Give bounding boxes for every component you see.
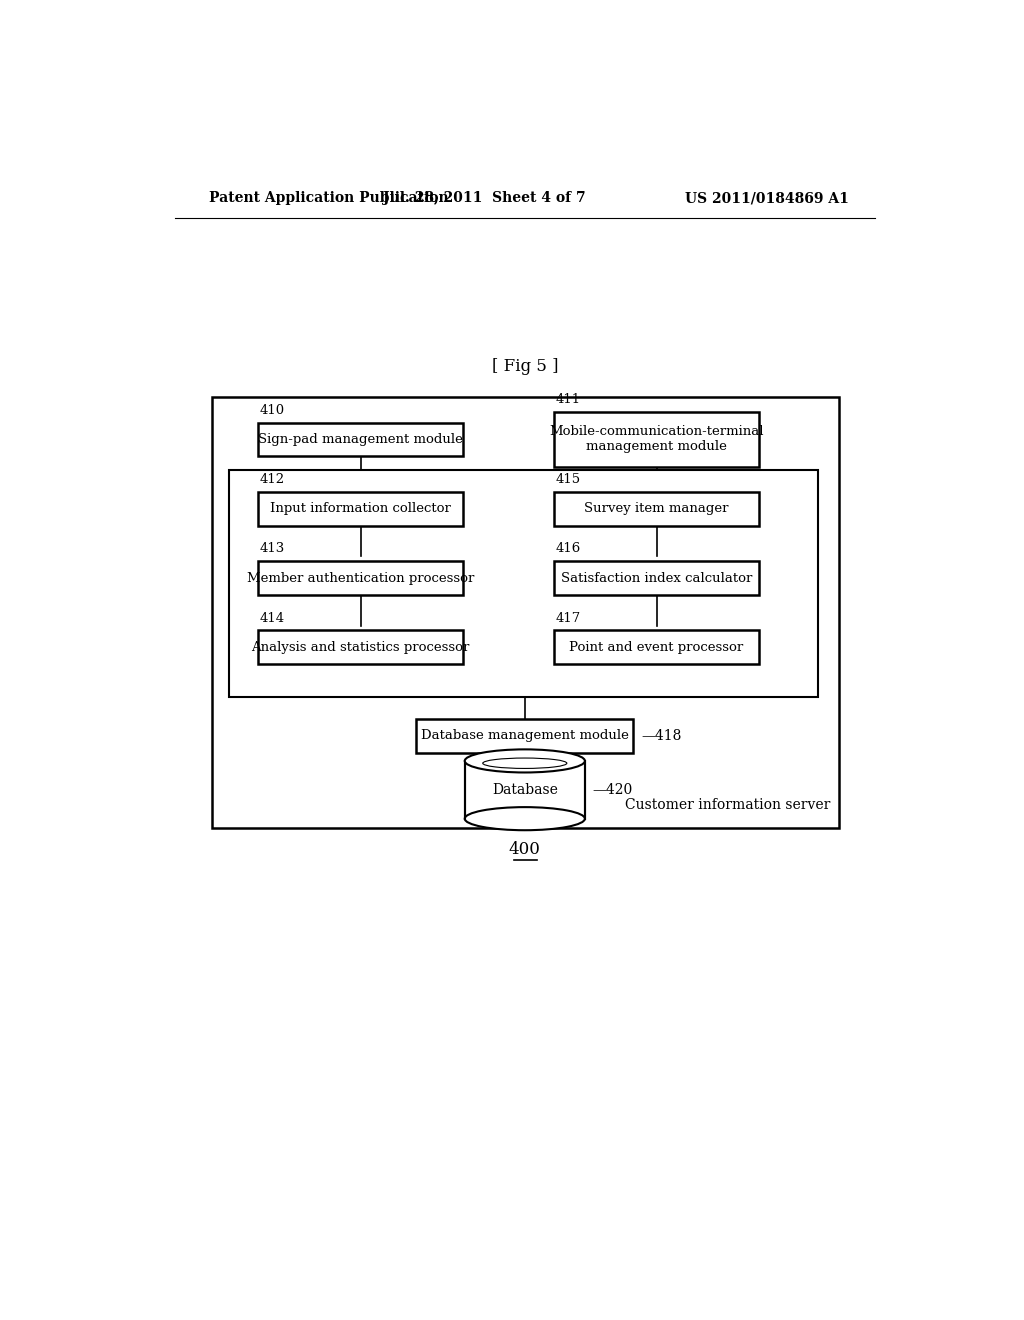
Text: —420: —420 — [593, 783, 633, 797]
Text: Analysis and statistics processor: Analysis and statistics processor — [251, 640, 470, 653]
Bar — [465, 760, 585, 818]
Text: Member authentication processor: Member authentication processor — [247, 572, 474, 585]
Text: Point and event processor: Point and event processor — [569, 640, 743, 653]
Ellipse shape — [465, 750, 585, 772]
Text: Sign-pad management module: Sign-pad management module — [258, 433, 463, 446]
Ellipse shape — [465, 807, 585, 830]
Text: Database management module: Database management module — [421, 730, 629, 742]
Bar — [417, 719, 633, 752]
Text: 416: 416 — [555, 543, 581, 556]
Text: Database: Database — [492, 783, 558, 797]
Bar — [554, 412, 759, 467]
Text: Patent Application Publication: Patent Application Publication — [209, 191, 449, 206]
Text: 411: 411 — [555, 393, 581, 407]
Text: Mobile-communication-terminal
management module: Mobile-communication-terminal management… — [549, 425, 764, 454]
Text: 400: 400 — [509, 841, 541, 858]
Text: 415: 415 — [555, 473, 581, 486]
Text: US 2011/0184869 A1: US 2011/0184869 A1 — [685, 191, 849, 206]
Text: 413: 413 — [259, 543, 285, 556]
Text: Jul. 28, 2011  Sheet 4 of 7: Jul. 28, 2011 Sheet 4 of 7 — [383, 191, 586, 206]
Bar — [258, 561, 463, 595]
Bar — [554, 631, 759, 664]
Bar — [258, 492, 463, 525]
Text: [ Fig 5 ]: [ Fig 5 ] — [492, 358, 558, 375]
Text: 412: 412 — [259, 473, 285, 486]
Text: 414: 414 — [259, 611, 285, 624]
Bar — [228, 470, 818, 697]
Bar — [554, 492, 759, 525]
Text: 417: 417 — [555, 611, 581, 624]
Bar — [258, 631, 463, 664]
Bar — [212, 397, 840, 829]
Text: —418: —418 — [641, 729, 681, 743]
Text: Customer information server: Customer information server — [625, 799, 830, 812]
Bar — [554, 561, 759, 595]
Text: Survey item manager: Survey item manager — [585, 502, 729, 515]
Text: Input information collector: Input information collector — [270, 502, 451, 515]
Text: 410: 410 — [259, 404, 285, 417]
Text: Satisfaction index calculator: Satisfaction index calculator — [561, 572, 753, 585]
Bar — [258, 422, 463, 457]
